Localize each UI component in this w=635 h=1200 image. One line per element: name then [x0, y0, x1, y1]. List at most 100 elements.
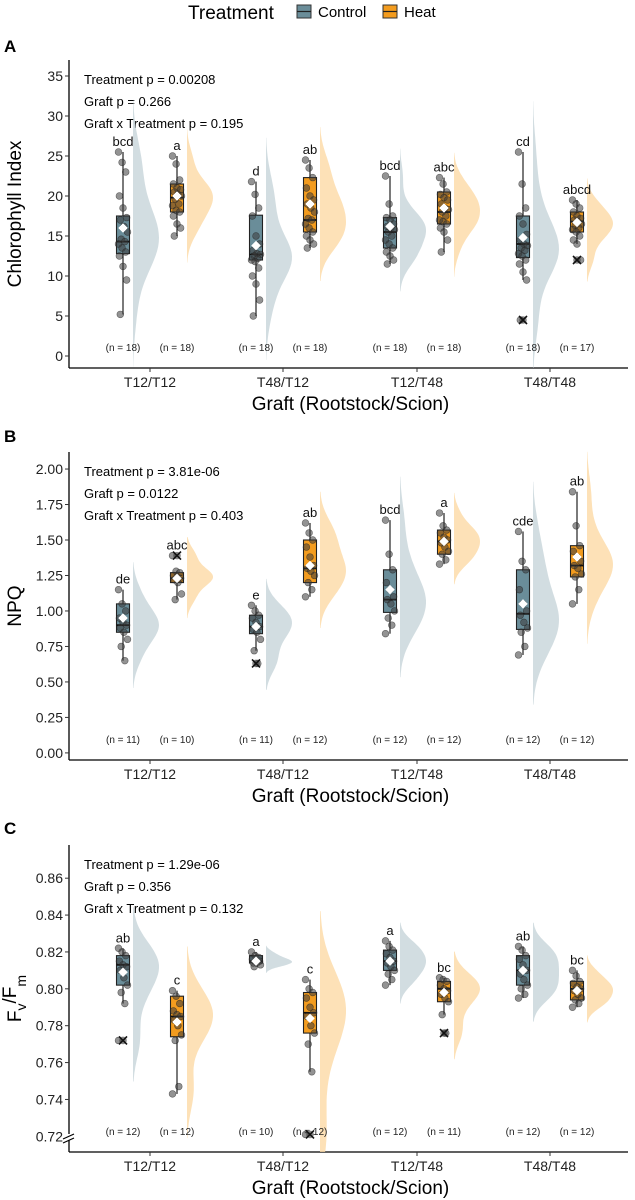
y-axis-title: Fv/Fm	[0, 975, 29, 1022]
data-point	[439, 180, 447, 188]
data-point	[122, 962, 131, 971]
violin	[266, 137, 292, 360]
data-point	[170, 232, 179, 240]
data-point	[575, 585, 583, 594]
y-tick-label: 10	[47, 268, 63, 284]
data-point	[176, 208, 184, 216]
x-tick-label: T12/T12	[124, 766, 176, 782]
data-point	[575, 232, 584, 240]
group-t12-t12-control: bcd (n = 18)	[106, 99, 159, 367]
y-tick-label: 35	[47, 68, 63, 84]
n-label: (n = 12)	[293, 735, 328, 746]
group-t12-t12-heat: a (n = 18)	[160, 129, 213, 354]
data-point	[515, 955, 524, 964]
panel-letter: C	[4, 819, 16, 838]
y-axis-title-part: m	[13, 975, 29, 987]
x-tick-label: T12/T48	[391, 766, 443, 782]
data-point	[520, 975, 528, 984]
data-point	[119, 262, 127, 271]
stat-line: Graft x Treatment p = 0.195	[84, 116, 243, 131]
data-point	[381, 516, 390, 524]
data-point	[515, 585, 524, 594]
x-tick-label: T48/T12	[257, 766, 309, 782]
data-point	[517, 985, 525, 993]
significance-letter: bcd	[113, 134, 134, 149]
group-t12-t48-heat: bc (n = 11)	[427, 951, 480, 1138]
mean-marker	[385, 584, 395, 595]
data-point	[116, 216, 125, 224]
data-point	[523, 981, 532, 989]
data-point	[435, 173, 444, 182]
significance-letter: a	[440, 495, 448, 510]
n-label: (n = 12)	[373, 1127, 408, 1138]
x-tick-label: T48/T48	[524, 374, 576, 390]
n-label: (n = 12)	[506, 1127, 541, 1138]
data-point	[310, 1029, 319, 1037]
data-point	[118, 600, 126, 608]
data-point	[381, 629, 390, 638]
mean-marker	[439, 203, 449, 213]
data-point	[123, 228, 132, 236]
significance-letter: ab	[303, 142, 317, 157]
data-point	[123, 981, 132, 989]
mean-marker	[385, 956, 395, 967]
violin	[533, 101, 559, 369]
data-point	[168, 1090, 177, 1098]
data-point	[255, 296, 264, 304]
data-point	[389, 946, 397, 954]
data-point	[443, 196, 452, 204]
data-point	[381, 981, 390, 989]
data-point	[437, 248, 445, 256]
n-label: (n = 18)	[106, 343, 141, 354]
mean-marker	[572, 217, 582, 228]
data-point	[575, 541, 584, 550]
mean-marker	[251, 240, 261, 251]
data-point	[442, 556, 450, 564]
data-point	[568, 600, 577, 608]
data-point	[389, 593, 398, 601]
violin	[400, 922, 426, 1004]
data-point	[518, 946, 526, 954]
data-point	[168, 152, 177, 160]
significance-letter: ab	[116, 930, 130, 945]
x-axis-title: Graft (Rootstock/Scion)	[252, 394, 449, 415]
violin	[320, 911, 346, 1152]
group-t48-t48-control: ab (n = 12)	[506, 922, 559, 1138]
data-point	[384, 970, 392, 978]
group-t48-t12-control: e (n = 11)	[239, 578, 292, 746]
data-point	[514, 994, 523, 1002]
data-point	[390, 966, 399, 975]
y-tick-label: 20	[47, 188, 63, 204]
data-point	[309, 228, 317, 236]
data-point	[171, 595, 179, 604]
significance-letter: cde	[513, 513, 534, 528]
data-point	[122, 213, 131, 222]
n-label: (n = 17)	[560, 343, 595, 354]
violin	[187, 537, 213, 619]
violin	[454, 152, 480, 277]
outlier-cross	[572, 255, 582, 265]
data-point	[116, 310, 125, 319]
n-label: (n = 18)	[160, 343, 195, 354]
n-label: (n = 12)	[373, 735, 408, 746]
n-label: (n = 12)	[560, 735, 595, 746]
data-point	[115, 192, 124, 200]
data-point	[118, 158, 126, 167]
mean-marker	[172, 1017, 182, 1027]
legend: Treatment Control Heat	[188, 3, 437, 24]
data-point	[444, 547, 453, 556]
outlier-cross	[172, 551, 182, 561]
data-point	[114, 585, 123, 594]
data-point	[384, 614, 392, 622]
data-point	[175, 200, 183, 208]
mean-marker	[118, 613, 128, 623]
data-point	[389, 244, 397, 252]
violin	[533, 922, 559, 1022]
mean-marker	[118, 967, 128, 978]
data-point	[518, 557, 526, 565]
n-label: (n = 12)	[427, 735, 462, 746]
group-t48-t12-heat: c (n = 12)	[293, 911, 346, 1152]
data-point	[176, 999, 184, 1008]
data-point	[568, 966, 577, 975]
data-point	[522, 276, 531, 284]
